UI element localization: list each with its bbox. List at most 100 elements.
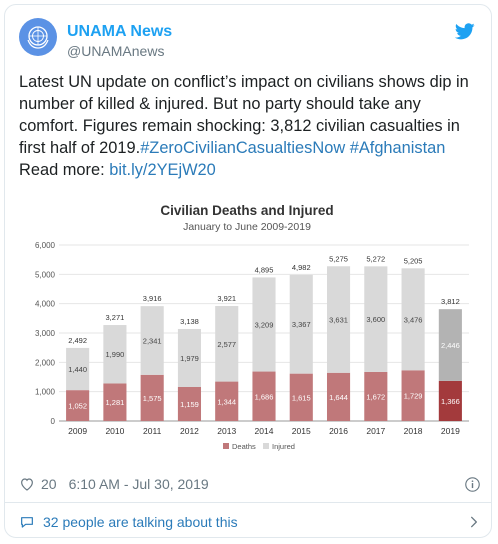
like-count[interactable]: 20 — [41, 476, 57, 492]
deaths-value-label: 1,281 — [106, 398, 125, 407]
y-tick-label: 3,000 — [35, 329, 56, 338]
legend-swatch-injured — [263, 443, 269, 449]
injured-value-label: 3,209 — [255, 320, 274, 329]
hashtag-afghanistan[interactable]: #Afghanistan — [349, 139, 446, 157]
total-value-label: 5,272 — [366, 254, 385, 263]
bar-injured — [215, 305, 239, 382]
total-value-label: 3,271 — [106, 313, 125, 322]
bar-injured — [177, 328, 202, 388]
x-tick-label: 2009 — [68, 426, 87, 436]
bar-injured — [364, 266, 388, 372]
bar-injured — [326, 266, 351, 373]
bar-injured — [401, 268, 425, 371]
author-name[interactable]: UNAMA News — [67, 23, 173, 40]
deaths-value-label: 1,366 — [441, 397, 460, 406]
total-value-label: 3,812 — [441, 297, 460, 306]
bar-injured — [103, 325, 127, 384]
total-value-label: 4,895 — [255, 265, 274, 274]
info-icon[interactable] — [464, 476, 481, 493]
x-tick-label: 2016 — [329, 426, 348, 436]
injured-value-label: 2,577 — [217, 340, 236, 349]
y-tick-label: 1,000 — [35, 388, 56, 397]
stacked-bar-chart: Civilian Deaths and Injured January to J… — [35, 203, 469, 451]
x-tick-label: 2012 — [180, 426, 199, 436]
deaths-value-label: 1,344 — [217, 397, 236, 406]
footer-divider — [5, 502, 491, 503]
total-value-label: 3,916 — [143, 294, 162, 303]
deaths-value-label: 1,672 — [366, 392, 385, 401]
bar-deaths — [215, 381, 239, 421]
bar-deaths — [103, 383, 127, 421]
x-tick-label: 2017 — [366, 426, 385, 436]
talking-count-text: 32 people are talking about this — [43, 514, 238, 530]
injured-value-label: 1,990 — [106, 350, 125, 359]
bar-deaths — [177, 387, 202, 421]
chart-image[interactable]: Civilian Deaths and Injured January to J… — [19, 193, 481, 457]
tweet-body-text: Latest UN update on conflict’s impact on… — [19, 73, 469, 157]
article-link[interactable]: bit.ly/2YEjW20 — [109, 161, 216, 179]
x-tick-label: 2015 — [292, 426, 311, 436]
bar-deaths — [252, 371, 276, 421]
injured-value-label: 3,476 — [404, 315, 423, 324]
read-more-text: Read more: — [19, 161, 105, 179]
legend-label-injured: Injured — [272, 442, 295, 451]
bar-deaths — [326, 372, 351, 421]
injured-value-label: 3,631 — [329, 316, 348, 325]
chart-subtitle: January to June 2009-2019 — [183, 221, 311, 233]
total-value-label: 5,275 — [329, 254, 348, 263]
bar-injured — [289, 274, 313, 374]
y-tick-label: 5,000 — [35, 270, 56, 279]
conversation-link[interactable]: 32 people are talking about this — [19, 511, 481, 533]
tweet-text: Latest UN update on conflict’s impact on… — [19, 71, 481, 181]
deaths-value-label: 1,615 — [292, 393, 311, 402]
deaths-value-label: 1,159 — [180, 400, 199, 409]
deaths-value-label: 1,729 — [404, 392, 423, 401]
x-tick-label: 2018 — [404, 426, 423, 436]
total-value-label: 3,921 — [217, 294, 236, 303]
bar-injured — [140, 306, 164, 375]
deaths-value-label: 1,052 — [68, 402, 87, 411]
legend-label-deaths: Deaths — [232, 442, 256, 451]
deaths-value-label: 1,686 — [255, 392, 274, 401]
speech-bubble-icon — [19, 514, 35, 530]
total-value-label: 5,205 — [404, 256, 423, 265]
chevron-right-icon — [467, 515, 481, 529]
twitter-bird-icon[interactable] — [454, 23, 475, 45]
injured-value-label: 3,367 — [292, 320, 311, 329]
deaths-value-label: 1,644 — [329, 393, 348, 402]
injured-value-label: 1,979 — [180, 354, 199, 363]
tweet-timestamp[interactable]: 6:10 AM - Jul 30, 2019 — [68, 476, 209, 492]
bar-injured — [438, 309, 462, 381]
author-handle[interactable]: @UNAMAnews — [67, 43, 165, 59]
deaths-value-label: 1,575 — [143, 394, 162, 403]
y-tick-label: 2,000 — [35, 358, 56, 367]
bar-deaths — [66, 390, 90, 421]
total-value-label: 2,492 — [68, 336, 87, 345]
total-value-label: 3,138 — [180, 317, 199, 326]
bar-deaths — [364, 371, 388, 421]
hashtag-zerociviliancasualtiesnow[interactable]: #ZeroCivilianCasualtiesNow — [140, 139, 346, 157]
tweet-meta: 20 6:10 AM - Jul 30, 2019 — [19, 473, 481, 495]
injured-value-label: 2,446 — [441, 341, 460, 350]
bar-deaths — [289, 373, 313, 421]
bar-deaths — [140, 374, 164, 421]
y-tick-label: 6,000 — [35, 241, 56, 250]
x-tick-label: 2019 — [441, 426, 460, 436]
bar-deaths — [401, 370, 425, 421]
y-tick-label: 4,000 — [35, 300, 56, 309]
like-heart-icon[interactable] — [19, 476, 35, 492]
un-emblem-avatar[interactable] — [19, 18, 57, 56]
injured-value-label: 2,341 — [143, 336, 162, 345]
x-tick-label: 2010 — [105, 426, 124, 436]
injured-value-label: 3,600 — [366, 315, 385, 324]
un-emblem-icon — [27, 26, 49, 49]
bar-injured — [66, 347, 90, 391]
y-tick-label: 0 — [51, 417, 56, 426]
legend-swatch-deaths — [223, 443, 229, 449]
chart-title: Civilian Deaths and Injured — [160, 203, 333, 218]
total-value-label: 4,982 — [292, 263, 311, 272]
x-tick-label: 2013 — [217, 426, 236, 436]
injured-value-label: 1,440 — [68, 365, 87, 374]
x-tick-label: 2011 — [143, 426, 162, 436]
bar-injured — [252, 277, 276, 372]
